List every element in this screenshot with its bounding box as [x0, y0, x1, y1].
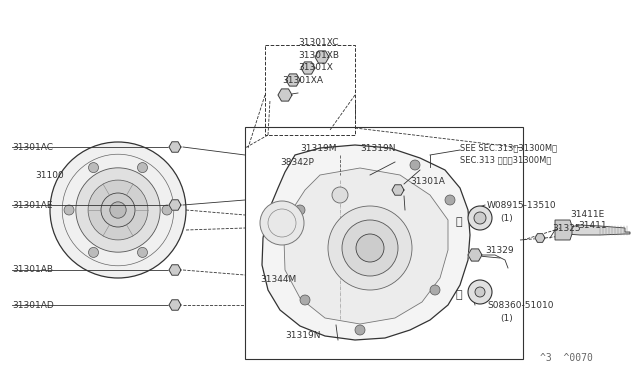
Circle shape — [397, 189, 399, 192]
Circle shape — [538, 237, 541, 240]
Circle shape — [468, 280, 492, 304]
Text: ^3  ^0070: ^3 ^0070 — [540, 353, 593, 363]
Polygon shape — [565, 225, 630, 235]
Text: 31301X: 31301X — [298, 62, 333, 71]
Text: 31329: 31329 — [485, 246, 514, 254]
Polygon shape — [315, 51, 329, 63]
Text: 31301XB: 31301XB — [298, 51, 339, 60]
Text: 31319N: 31319N — [285, 330, 321, 340]
Text: 31100: 31100 — [35, 170, 64, 180]
Polygon shape — [169, 142, 181, 152]
Circle shape — [355, 325, 365, 335]
Bar — [245, 127, 523, 359]
Circle shape — [138, 247, 147, 257]
Polygon shape — [169, 265, 181, 275]
Text: 31319N: 31319N — [360, 144, 396, 153]
Text: Ⓢ: Ⓢ — [456, 290, 462, 300]
Text: SEC.313 参照（31300M）: SEC.313 参照（31300M） — [460, 155, 552, 164]
Text: 31301AE: 31301AE — [12, 201, 52, 209]
Circle shape — [291, 78, 294, 81]
Circle shape — [162, 205, 172, 215]
Text: 31301AC: 31301AC — [12, 142, 53, 151]
Text: Ⓦ: Ⓦ — [456, 217, 462, 227]
Text: S08360-51010: S08360-51010 — [487, 301, 554, 310]
Circle shape — [173, 203, 177, 206]
Circle shape — [295, 205, 305, 215]
Text: 31301AD: 31301AD — [12, 301, 54, 310]
Circle shape — [88, 247, 99, 257]
Circle shape — [430, 285, 440, 295]
Circle shape — [88, 180, 148, 240]
Text: (1): (1) — [500, 214, 513, 222]
Circle shape — [410, 160, 420, 170]
Polygon shape — [301, 62, 315, 74]
Circle shape — [284, 93, 287, 96]
Circle shape — [76, 168, 160, 252]
Circle shape — [64, 205, 74, 215]
Text: SEE SEC.313（31300M）: SEE SEC.313（31300M） — [460, 144, 557, 153]
Circle shape — [474, 212, 486, 224]
Polygon shape — [262, 145, 470, 340]
Circle shape — [332, 187, 348, 203]
Text: 31301XC: 31301XC — [298, 38, 339, 46]
Polygon shape — [284, 168, 448, 324]
Polygon shape — [468, 249, 482, 261]
Circle shape — [356, 234, 384, 262]
Circle shape — [300, 295, 310, 305]
Text: W08915-13510: W08915-13510 — [487, 201, 557, 209]
Circle shape — [173, 304, 177, 307]
Circle shape — [173, 145, 177, 148]
Circle shape — [342, 220, 398, 276]
Text: 31319M: 31319M — [300, 144, 337, 153]
Text: 38342P: 38342P — [280, 157, 314, 167]
Bar — [265, 45, 355, 135]
Text: 31411E: 31411E — [570, 209, 604, 218]
Circle shape — [50, 142, 186, 278]
Text: 31411: 31411 — [578, 221, 607, 230]
Circle shape — [101, 193, 135, 227]
Circle shape — [321, 55, 323, 58]
Circle shape — [88, 163, 99, 173]
Polygon shape — [169, 200, 181, 210]
Polygon shape — [286, 74, 300, 86]
Circle shape — [260, 201, 304, 245]
Text: 31344M: 31344M — [260, 276, 296, 285]
Polygon shape — [555, 220, 572, 240]
Polygon shape — [169, 300, 181, 310]
Text: 31301AB: 31301AB — [12, 266, 53, 275]
Circle shape — [328, 206, 412, 290]
Circle shape — [445, 195, 455, 205]
Polygon shape — [278, 89, 292, 101]
Circle shape — [468, 206, 492, 230]
Polygon shape — [535, 234, 545, 242]
Text: 31301A: 31301A — [410, 176, 445, 186]
Circle shape — [173, 269, 177, 272]
Text: 31301XA: 31301XA — [282, 76, 323, 84]
Circle shape — [474, 253, 477, 257]
Circle shape — [110, 202, 126, 218]
Polygon shape — [392, 185, 404, 195]
Text: 31325: 31325 — [552, 224, 580, 232]
Circle shape — [307, 67, 310, 70]
Circle shape — [475, 287, 485, 297]
Circle shape — [138, 163, 147, 173]
Text: (1): (1) — [500, 314, 513, 323]
